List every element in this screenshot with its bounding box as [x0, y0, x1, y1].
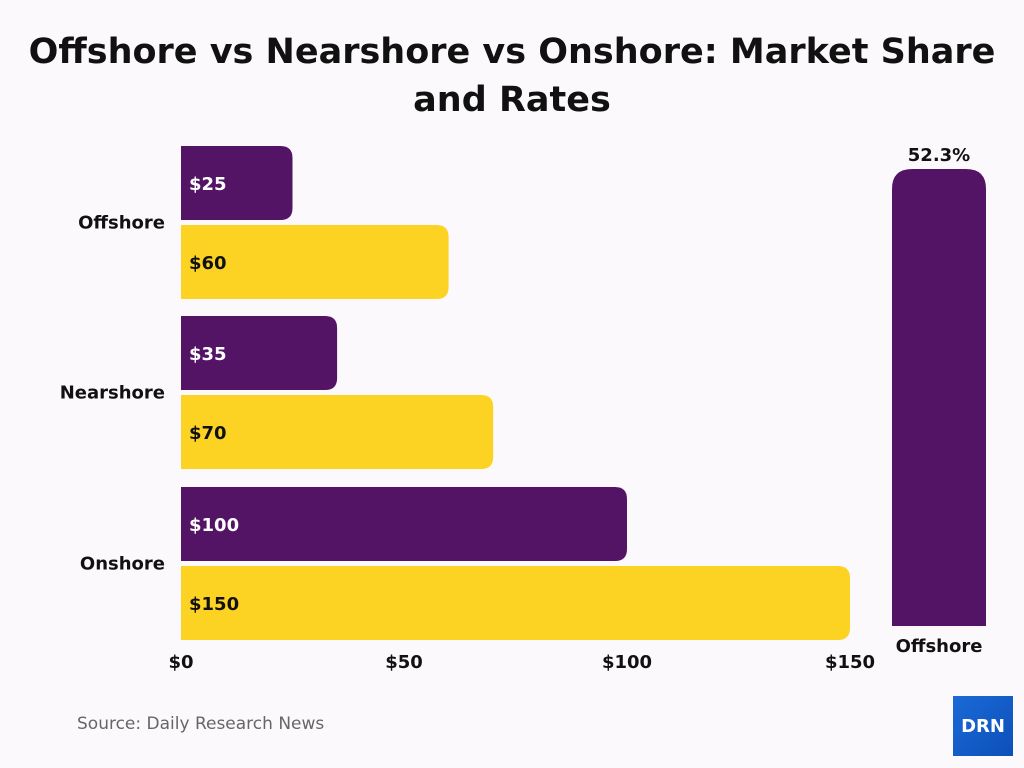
x-tick-label: $50: [385, 652, 423, 673]
bar-offshore-0: [181, 146, 293, 220]
bar-nearshore-0: [181, 316, 338, 390]
bar-onshore-0: [181, 487, 627, 561]
bar-nearshore-1: [181, 395, 494, 469]
x-tick-label: $150: [825, 652, 875, 673]
category-label: Nearshore: [60, 383, 165, 404]
chart-title: Offshore vs Nearshore vs Onshore: Market…: [28, 32, 996, 120]
bar-value-label: $150: [189, 594, 239, 615]
bar-offshore-1: [181, 225, 449, 299]
drn-logo: DRN: [953, 696, 1013, 756]
x-tick-label: $0: [168, 652, 193, 673]
category-label: Onshore: [80, 554, 165, 575]
category-label: Offshore: [896, 636, 983, 657]
category-label: Offshore: [78, 213, 165, 234]
bar-value-label: $100: [189, 515, 239, 536]
bar-value-label: $60: [189, 253, 227, 274]
source-note: Source: Daily Research News: [77, 714, 325, 734]
x-tick-label: $100: [602, 652, 652, 673]
bar-onshore-1: [181, 566, 850, 640]
bar-value-label: $70: [189, 423, 227, 444]
bar-value-label: $35: [189, 344, 227, 365]
bar-value-label: 52.3%: [908, 145, 970, 166]
bar-market-share-offshore: [892, 169, 986, 626]
bar-value-label: $25: [189, 174, 227, 195]
